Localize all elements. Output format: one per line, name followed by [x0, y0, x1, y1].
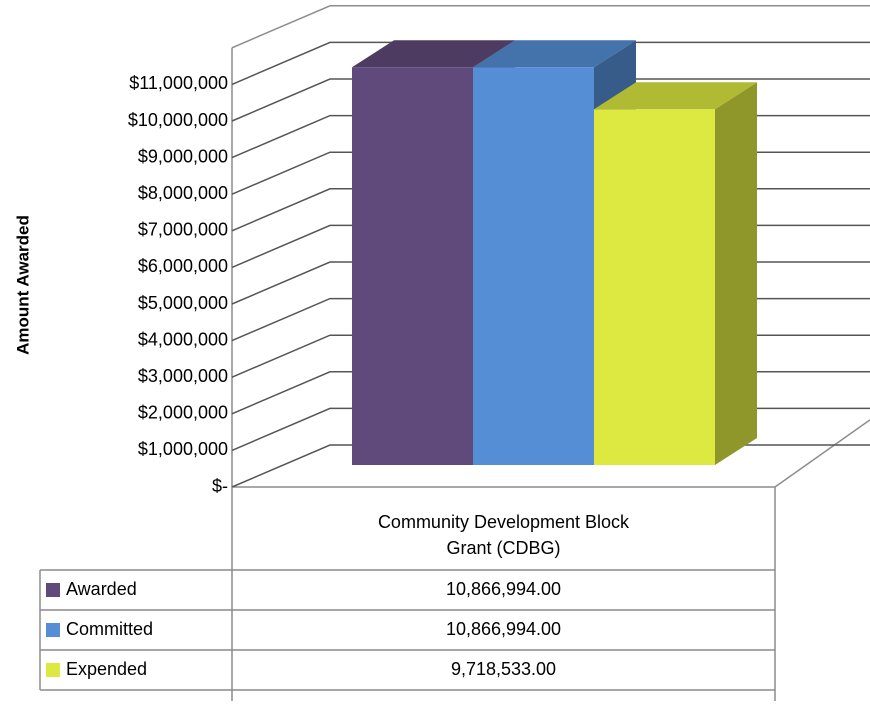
y-tick-label: $1,000,000	[138, 439, 228, 459]
bar-front	[352, 67, 473, 466]
legend-label: Expended	[66, 659, 147, 679]
grid-line	[231, 41, 870, 86]
y-tick-label: $11,000,000	[129, 73, 228, 93]
category-cell: Community Development Block Grant (CDBG)	[377, 512, 630, 558]
y-tick-label: $9,000,000	[138, 146, 228, 166]
legend-key	[46, 663, 60, 677]
bar-top	[352, 40, 515, 68]
legend-key	[46, 623, 60, 637]
y-tick-label: $7,000,000	[138, 220, 228, 240]
bar-top	[594, 82, 757, 110]
y-tick-label: $-	[212, 476, 228, 496]
table-value: 9,718,533.00	[451, 659, 556, 679]
grid-line	[231, 78, 870, 122]
category-label: Community Development Block Grant (CDBG)	[377, 512, 630, 558]
y-tick-label: $8,000,000	[138, 183, 228, 203]
y-tick-label: $5,000,000	[138, 293, 228, 313]
table-value: 10,866,994.00	[446, 579, 561, 599]
y-tick-label: $3,000,000	[138, 366, 228, 386]
bar	[594, 82, 757, 465]
bar-top	[473, 40, 636, 68]
bar-front	[473, 67, 594, 466]
legend-label: Committed	[66, 619, 153, 639]
y-tick-label: $4,000,000	[138, 329, 228, 349]
legend-label: Awarded	[66, 579, 137, 599]
floor-edge	[774, 419, 870, 488]
table-value: 10,866,994.00	[446, 619, 561, 639]
bar-side	[715, 82, 757, 465]
bar-front	[594, 109, 715, 465]
y-tick-label: $2,000,000	[138, 403, 228, 423]
legend-key	[46, 583, 60, 597]
y-axis-label: Amount Awarded	[13, 215, 32, 355]
y-tick-label: $10,000,000	[128, 110, 228, 130]
y-tick-label: $6,000,000	[138, 256, 228, 276]
wall-edge	[231, 5, 331, 49]
